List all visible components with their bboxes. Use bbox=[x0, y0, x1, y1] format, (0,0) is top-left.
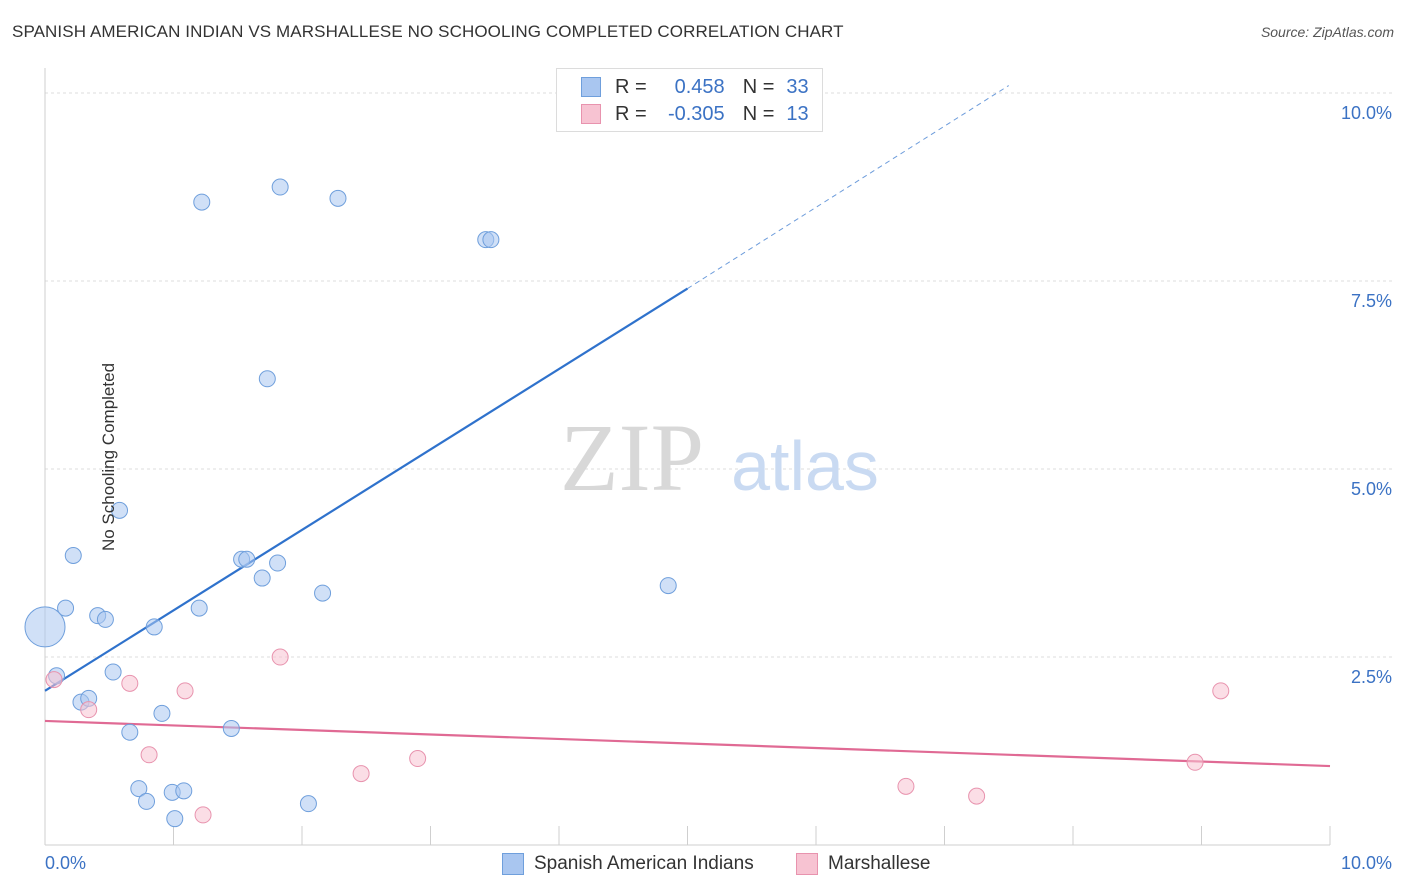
watermark-atlas: atlas bbox=[731, 427, 879, 505]
y-axis-label: No Schooling Completed bbox=[99, 362, 119, 552]
point-spanish-american-indians bbox=[175, 782, 193, 800]
point-marshallese bbox=[968, 787, 986, 805]
trend-line-marshallese bbox=[44, 719, 1331, 768]
point-spanish-american-indians bbox=[193, 193, 211, 211]
legend-n-label: N = bbox=[742, 75, 775, 98]
point-spanish-american-indians bbox=[121, 723, 139, 741]
chart-title: SPANISH AMERICAN INDIAN VS MARSHALLESE N… bbox=[12, 22, 844, 41]
point-marshallese bbox=[1212, 682, 1230, 700]
legend-n-value: 33 bbox=[786, 75, 809, 98]
trend-line-extension bbox=[687, 85, 1010, 289]
gridlines bbox=[45, 92, 1392, 658]
point-marshallese bbox=[176, 682, 194, 700]
bottom-legend-swatch-blue bbox=[502, 853, 524, 875]
watermark: ZIP atlas bbox=[560, 404, 879, 511]
correlation-legend: R = 0.458 N = 33 R = -0.305 N = 13 bbox=[556, 68, 823, 132]
bottom-legend-spanish-american-indians: Spanish American Indians bbox=[502, 852, 754, 876]
point-spanish-american-indians bbox=[104, 663, 122, 681]
point-spanish-american-indians bbox=[111, 501, 129, 519]
x-tick-label: 0.0% bbox=[45, 853, 86, 873]
point-spanish-american-indians bbox=[253, 569, 271, 587]
point-spanish-american-indians bbox=[130, 780, 148, 798]
point-marshallese bbox=[409, 750, 427, 768]
y-tick-label: 10.0% bbox=[1341, 103, 1392, 123]
source-label: Source: ZipAtlas.com bbox=[1260, 24, 1394, 40]
y-tick-label: 2.5% bbox=[1351, 667, 1392, 687]
legend-swatch-pink bbox=[581, 104, 601, 124]
point-marshallese bbox=[121, 674, 139, 692]
axes bbox=[44, 68, 1331, 846]
point-spanish-american-indians bbox=[269, 554, 287, 572]
legend-r-value: 0.458 bbox=[674, 75, 725, 98]
legend-n-value: 13 bbox=[786, 102, 809, 125]
data-points bbox=[24, 178, 1230, 828]
point-marshallese bbox=[80, 701, 98, 719]
point-spanish-american-indians bbox=[153, 704, 171, 722]
point-spanish-american-indians bbox=[659, 577, 677, 595]
bottom-legend-swatch-pink bbox=[796, 853, 818, 875]
point-marshallese bbox=[271, 648, 289, 666]
y-tick-label: 5.0% bbox=[1351, 479, 1392, 499]
legend-n-label: N = bbox=[742, 102, 775, 125]
point-marshallese bbox=[1186, 753, 1204, 771]
x-tick-label: 10.0% bbox=[1341, 853, 1392, 873]
point-spanish-american-indians bbox=[271, 178, 289, 196]
legend-r-label: R = bbox=[615, 75, 647, 98]
legend-row-spanish-american-indians: R = 0.458 N = 33 bbox=[581, 75, 809, 99]
legend-r-value: -0.305 bbox=[667, 102, 725, 125]
point-marshallese bbox=[45, 671, 63, 689]
point-spanish-american-indians bbox=[138, 792, 156, 810]
y-tick-label: 7.5% bbox=[1351, 291, 1392, 311]
point-marshallese bbox=[897, 777, 915, 795]
point-spanish-american-indians bbox=[238, 550, 256, 568]
legend-swatch-blue bbox=[581, 77, 601, 97]
point-spanish-american-indians bbox=[314, 584, 332, 602]
bottom-legend-marshallese: Marshallese bbox=[796, 852, 930, 876]
point-spanish-american-indians bbox=[482, 231, 500, 249]
point-spanish-american-indians bbox=[24, 606, 66, 648]
point-spanish-american-indians bbox=[166, 810, 184, 828]
tick-labels: 2.5% 5.0% 7.5% 10.0% 0.0% 10.0% bbox=[45, 103, 1392, 873]
point-marshallese bbox=[194, 806, 212, 824]
point-spanish-american-indians bbox=[222, 719, 240, 737]
legend-r-label: R = bbox=[615, 102, 647, 125]
point-spanish-american-indians bbox=[190, 599, 208, 617]
point-spanish-american-indians bbox=[96, 610, 114, 628]
point-spanish-american-indians bbox=[258, 370, 276, 388]
point-spanish-american-indians bbox=[329, 189, 347, 207]
legend-row-marshallese: R = -0.305 N = 13 bbox=[581, 102, 809, 126]
point-spanish-american-indians bbox=[299, 795, 317, 813]
bottom-legend-label: Spanish American Indians bbox=[534, 853, 754, 874]
bottom-legend-label: Marshallese bbox=[828, 853, 931, 874]
watermark-zip: ZIP bbox=[560, 404, 704, 511]
point-marshallese bbox=[352, 765, 370, 783]
point-spanish-american-indians bbox=[145, 618, 163, 636]
point-marshallese bbox=[140, 746, 158, 764]
point-spanish-american-indians bbox=[64, 546, 82, 564]
point-spanish-american-indians bbox=[57, 599, 75, 617]
